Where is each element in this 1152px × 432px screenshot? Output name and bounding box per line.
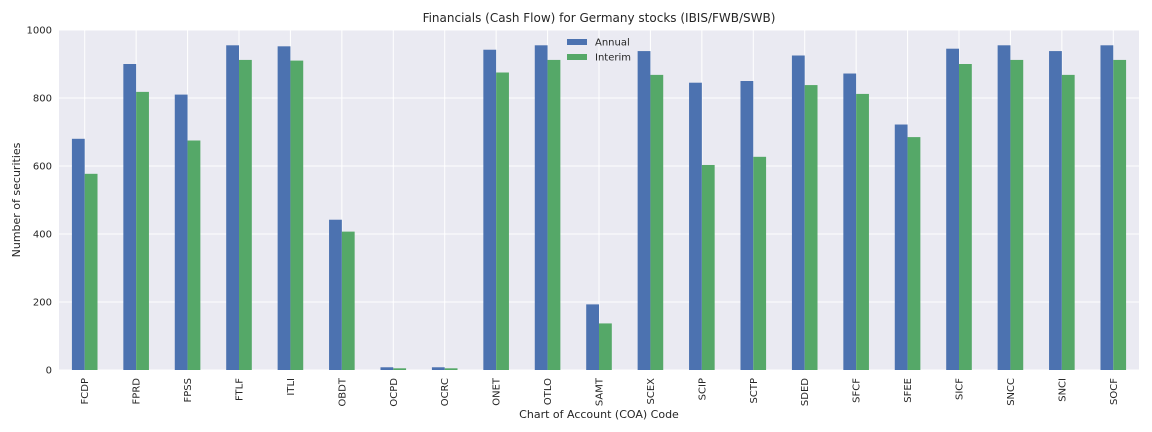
bar-interim-ocpd (393, 368, 407, 370)
bar-interim-fprd (136, 91, 149, 370)
y-axis-label: Number of securities (10, 142, 23, 257)
y-tick-label: 1000 (27, 26, 52, 37)
x-tick-label: SOCF (1109, 378, 1120, 405)
x-tick-label: SFCF (852, 378, 863, 403)
bar-annual-socf (1100, 45, 1114, 371)
x-tick-label: SICF (955, 378, 966, 400)
bar-annual-onet (483, 49, 497, 370)
x-tick-label: OCPD (389, 378, 400, 407)
bar-interim-sded (804, 85, 818, 370)
chart-title: Financials (Cash Flow) for Germany stock… (423, 11, 776, 25)
bar-annual-scex (637, 51, 651, 370)
bar-interim-sicf (959, 64, 972, 370)
bar-annual-ftlf (226, 45, 239, 371)
bar-annual-ocrc (431, 367, 445, 370)
bar-interim-obdt (341, 231, 355, 370)
bar-annual-sncc (997, 45, 1011, 371)
y-tick-label: 0 (46, 366, 52, 377)
x-tick-label: SCIP (697, 378, 708, 400)
x-tick-label: SNCI (1057, 378, 1068, 402)
bar-interim-onet (496, 72, 509, 370)
bar-interim-socf (1113, 59, 1127, 371)
bar-interim-snci (1061, 74, 1075, 370)
bar-annual-sded (791, 55, 805, 370)
x-tick-label: SCTP (749, 378, 760, 403)
x-tick-label: OTLO (543, 378, 554, 405)
bar-interim-sncc (1010, 59, 1024, 371)
bar-interim-ftlf (239, 59, 252, 371)
bar-interim-otlo (547, 59, 561, 371)
y-tick-label: 200 (33, 298, 52, 309)
x-tick-label: SAMT (595, 377, 606, 406)
y-tick-label: 800 (33, 94, 52, 105)
bars (71, 45, 1127, 371)
bar-interim-sfcf (856, 93, 869, 371)
y-tick-label: 400 (33, 230, 52, 241)
x-tick-label: SDED (800, 378, 811, 406)
bar-annual-otlo (534, 45, 548, 371)
bar-annual-fcdp (71, 138, 85, 370)
bar-annual-obdt (329, 219, 342, 370)
bar-annual-sicf (946, 48, 959, 370)
x-tick-label: ONET (492, 377, 503, 406)
x-tick-label: SCEX (646, 378, 657, 405)
legend-swatch-annual (567, 39, 587, 45)
y-axis-ticks: 0 200 400 600 800 1000 (27, 26, 52, 377)
x-tick-label: SFEE (903, 378, 914, 403)
bar-annual-fprd (123, 64, 137, 370)
bar-interim-samt (599, 323, 612, 370)
x-tick-label: FTLF (235, 378, 246, 401)
x-axis-label: Chart of Account (COA) Code (519, 408, 679, 421)
bar-annual-samt (586, 304, 599, 370)
legend: Annual Interim (567, 38, 631, 64)
bar-annual-scip (689, 82, 702, 370)
bar-annual-sfcf (843, 73, 857, 371)
bar-annual-fpss (174, 94, 188, 370)
x-tick-label: SNCC (1006, 378, 1017, 406)
bar-interim-fcdp (84, 173, 98, 370)
x-tick-label: OCRC (440, 378, 451, 406)
bar-interim-fpss (187, 140, 201, 370)
x-tick-label: FCDP (80, 378, 91, 404)
x-axis-ticks: FCDP FPRD FPSS FTLF ITLI OBDT OCPD OCRC ONET OTLO… (80, 377, 1120, 406)
bar-interim-itli (290, 60, 304, 370)
x-tick-label: FPRD (132, 378, 143, 405)
bar-annual-ocpd (380, 367, 394, 370)
bar-annual-snci (1049, 51, 1062, 370)
bar-interim-scip (701, 164, 715, 370)
bar-interim-scex (650, 74, 664, 370)
legend-label-annual: Annual (595, 38, 630, 49)
bar-interim-sctp (753, 156, 767, 370)
x-tick-label: FPSS (183, 378, 194, 402)
x-tick-label: OBDT (337, 377, 348, 406)
bar-annual-sfee (894, 124, 908, 371)
bar-interim-sfee (907, 137, 921, 370)
bar-annual-sctp (740, 81, 754, 370)
legend-label-interim: Interim (595, 53, 631, 64)
bar-interim-ocrc (444, 368, 458, 370)
x-tick-label: ITLI (286, 378, 297, 396)
legend-swatch-interim (567, 54, 587, 60)
y-tick-label: 600 (33, 162, 52, 173)
bar-annual-itli (277, 46, 291, 370)
